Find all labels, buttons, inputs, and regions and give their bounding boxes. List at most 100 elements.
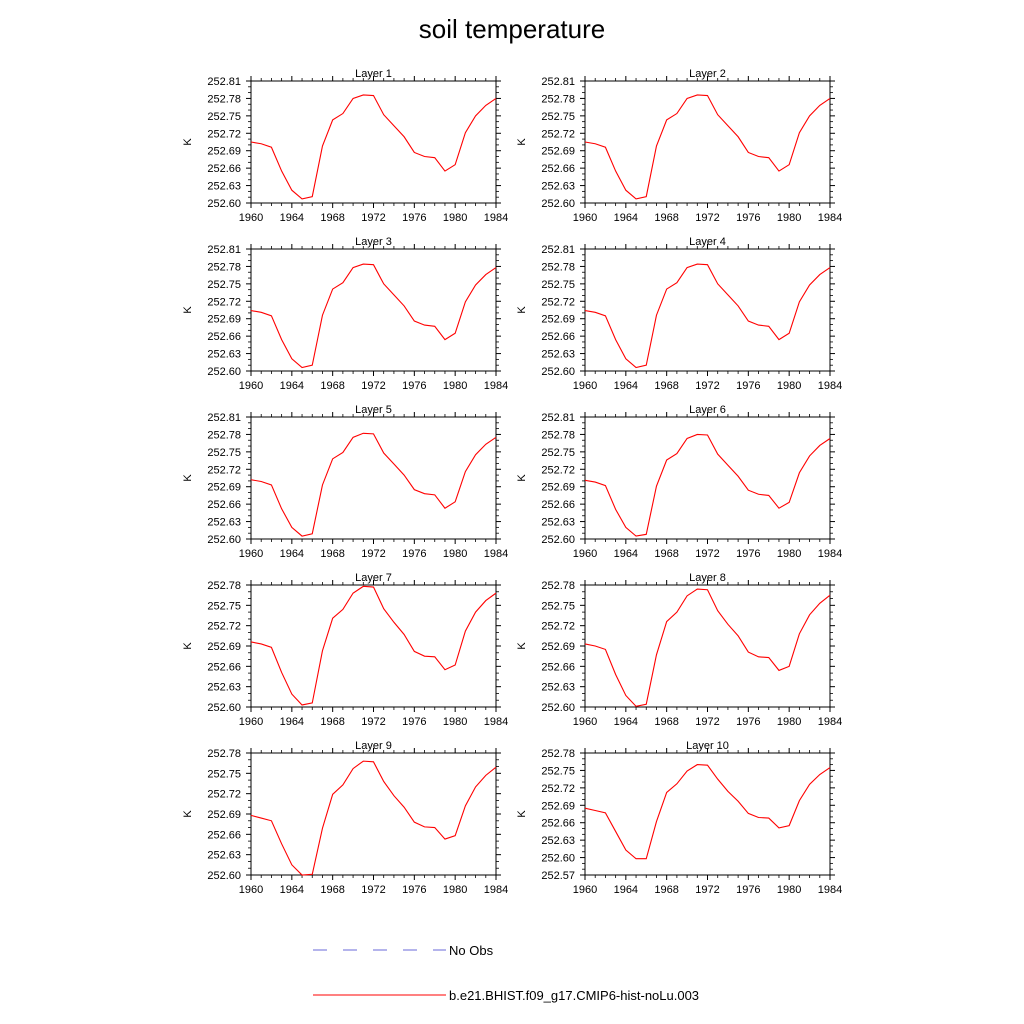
x-tick-label: 1984: [818, 884, 842, 896]
x-tick-label: 1984: [818, 716, 842, 728]
y-tick-label: 252.81: [207, 76, 241, 88]
x-tick-label: 1976: [736, 716, 760, 728]
y-axis-label: K: [182, 474, 194, 482]
y-tick-label: 252.69: [207, 482, 241, 494]
y-tick-label: 252.60: [541, 853, 575, 865]
y-tick-label: 252.63: [207, 682, 241, 694]
x-tick-label: 1984: [484, 548, 508, 560]
legend: No Obs b.e21.BHIST.f09_g17.CMIP6-hist-noL…: [313, 943, 699, 1003]
y-tick-label: 252.69: [541, 641, 575, 653]
y-tick-label: 252.60: [207, 870, 241, 882]
series-line-1: [250, 94, 497, 200]
x-tick-label: 1976: [736, 884, 760, 896]
panel-9: Layer 9 K 1960 1964 1968 1972 1976 1980 1984 252.…: [182, 740, 508, 896]
y-axis-label: K: [182, 642, 194, 650]
x-tick-label: 1976: [736, 212, 760, 224]
x-tick-label: 1968: [320, 884, 344, 896]
x-tick-label: 1976: [736, 380, 760, 392]
y-tick-label: 252.72: [541, 621, 575, 633]
series-line-1: [584, 263, 831, 369]
y-tick-label: 252.60: [541, 366, 575, 378]
plot-frame: [584, 248, 831, 372]
y-tick-label: 252.63: [541, 835, 575, 847]
x-tick-label: 1960: [239, 548, 263, 560]
x-tick-label: 1960: [573, 548, 597, 560]
y-tick-label: 252.60: [207, 702, 241, 714]
x-tick-label: 1976: [402, 884, 426, 896]
y-tick-label: 252.69: [541, 314, 575, 326]
x-tick-label: 1984: [484, 716, 508, 728]
y-tick-label: 252.66: [207, 331, 241, 343]
y-tick-label: 252.78: [207, 429, 241, 441]
series-line-1: [250, 585, 497, 706]
x-tick-label: 1968: [320, 380, 344, 392]
y-tick-label: 252.78: [207, 261, 241, 273]
y-tick-label: 252.72: [207, 128, 241, 140]
x-tick-label: 1980: [443, 716, 467, 728]
x-tick-label: 1960: [239, 212, 263, 224]
x-tick-label: 1968: [654, 884, 678, 896]
y-tick-label: 252.63: [207, 349, 241, 361]
y-tick-label: 252.60: [207, 366, 241, 378]
y-axis-label: K: [182, 306, 194, 314]
x-tick-label: 1980: [777, 380, 801, 392]
y-tick-label: 252.69: [541, 482, 575, 494]
plot-frame: [584, 584, 831, 708]
x-tick-label: 1980: [777, 716, 801, 728]
x-tick-label: 1980: [443, 884, 467, 896]
series-line-1: [584, 433, 831, 537]
y-tick-label: 252.66: [541, 499, 575, 511]
panel-title: Layer 6: [689, 404, 726, 416]
x-tick-label: 1972: [361, 380, 385, 392]
y-tick-label: 252.69: [541, 146, 575, 158]
y-tick-label: 252.66: [541, 818, 575, 830]
panel-title: Layer 4: [689, 236, 726, 248]
x-tick-label: 1964: [614, 884, 638, 896]
panel-5: Layer 5 K 1960 1964 1968 1972 1976 1980 1984 252.…: [182, 404, 508, 560]
panel-2: Layer 2 K 1960 1964 1968 1972 1976 1980 1984 252.…: [516, 68, 842, 224]
x-tick-label: 1968: [654, 212, 678, 224]
y-tick-label: 252.72: [541, 128, 575, 140]
panel-title: Layer 10: [686, 740, 729, 752]
x-tick-label: 1968: [320, 716, 344, 728]
y-tick-label: 252.66: [207, 661, 241, 673]
x-tick-label: 1960: [239, 380, 263, 392]
y-tick-label: 252.75: [541, 765, 575, 777]
y-tick-label: 252.78: [541, 748, 575, 760]
y-tick-label: 252.60: [541, 534, 575, 546]
y-axis-label: K: [516, 474, 528, 482]
y-tick-label: 252.81: [541, 244, 575, 256]
x-tick-label: 1976: [402, 716, 426, 728]
y-tick-label: 252.72: [207, 789, 241, 801]
legend-label-1: No Obs: [449, 943, 494, 958]
x-tick-label: 1984: [818, 380, 842, 392]
y-tick-label: 252.63: [541, 682, 575, 694]
y-tick-label: 252.63: [541, 349, 575, 361]
y-tick-label: 252.78: [541, 580, 575, 592]
panel-title: Layer 8: [689, 572, 726, 584]
x-tick-label: 1968: [654, 380, 678, 392]
y-axis-label: K: [182, 810, 194, 818]
panel-title: Layer 7: [355, 572, 392, 584]
y-tick-label: 252.66: [541, 163, 575, 175]
x-tick-label: 1980: [777, 884, 801, 896]
y-tick-label: 252.66: [541, 331, 575, 343]
y-tick-label: 252.60: [207, 534, 241, 546]
y-axis-label: K: [516, 138, 528, 146]
y-tick-label: 252.72: [207, 621, 241, 633]
y-tick-label: 252.75: [207, 447, 241, 459]
y-tick-label: 252.75: [541, 111, 575, 123]
x-tick-label: 1984: [484, 884, 508, 896]
legend-label-2: b.e21.BHIST.f09_g17.CMIP6-hist-noLu.003: [449, 988, 699, 1003]
y-axis-label: K: [182, 138, 194, 146]
y-tick-label: 252.66: [541, 661, 575, 673]
x-tick-label: 1972: [695, 380, 719, 392]
x-tick-label: 1972: [695, 548, 719, 560]
panel-7: Layer 7 K 1960 1964 1968 1972 1976 1980 1984 252.…: [182, 572, 508, 728]
x-tick-label: 1972: [361, 548, 385, 560]
y-tick-label: 252.75: [541, 447, 575, 459]
x-tick-label: 1984: [484, 212, 508, 224]
y-tick-label: 252.81: [541, 76, 575, 88]
y-tick-label: 252.63: [541, 517, 575, 529]
y-tick-label: 252.69: [207, 641, 241, 653]
